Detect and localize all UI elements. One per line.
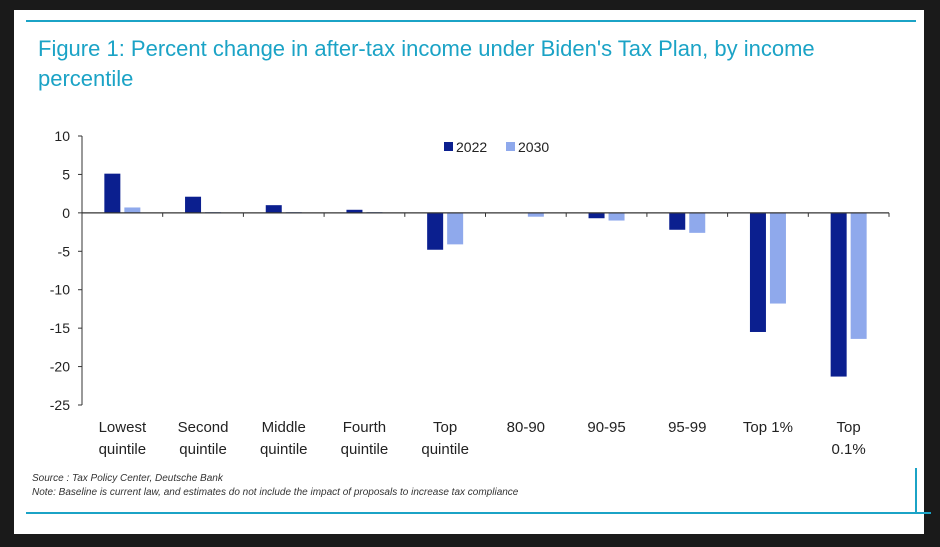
bottom-rule <box>26 512 931 514</box>
bar-2022 <box>669 212 686 230</box>
bar-2022 <box>104 173 121 213</box>
baseline-note: Note: Baseline is current law, and estim… <box>32 487 519 498</box>
top-rule <box>26 20 916 22</box>
bar-2030 <box>850 212 867 339</box>
bar-2030 <box>608 212 625 221</box>
source-note: Source : Tax Policy Center, Deutsche Ban… <box>32 473 223 484</box>
x-category-label: 80-90 <box>507 419 545 436</box>
bar-2030 <box>769 212 786 304</box>
bar-2022 <box>588 212 605 219</box>
bar-2022 <box>830 212 847 377</box>
x-category-label: Fourth <box>343 419 386 436</box>
x-category-label: Top <box>837 419 861 436</box>
x-category-label: quintile <box>421 441 469 458</box>
bar-2030 <box>447 212 464 245</box>
legend-swatch-2030 <box>506 142 515 151</box>
y-tick-label: 5 <box>62 166 70 182</box>
y-tick-label: -5 <box>58 243 71 259</box>
bar-2022 <box>265 205 282 213</box>
bar-2030 <box>527 212 544 217</box>
y-tick-label: -15 <box>50 320 70 336</box>
y-tick-label: -20 <box>50 359 70 375</box>
x-category-label: Second <box>178 419 229 436</box>
y-tick-label: -10 <box>50 282 70 298</box>
bar-2022 <box>749 212 766 332</box>
y-tick-label: 0 <box>62 205 70 221</box>
bar-2022 <box>427 212 444 250</box>
x-category-label: 0.1% <box>832 441 866 458</box>
legend-swatch-2022 <box>444 142 453 151</box>
x-category-label: quintile <box>99 441 147 458</box>
bar-2030 <box>689 212 706 233</box>
right-rule <box>915 468 917 514</box>
legend-label-2022: 2022 <box>456 139 487 155</box>
x-category-label: quintile <box>341 441 389 458</box>
x-category-label: 95-99 <box>668 419 706 436</box>
y-tick-label: 10 <box>54 128 70 144</box>
bar-2022 <box>346 209 363 213</box>
x-category-label: Lowest <box>99 419 147 436</box>
x-category-label: Middle <box>262 419 306 436</box>
bar-2030 <box>124 207 141 213</box>
bar-2022 <box>185 196 202 213</box>
footnotes: Source : Tax Policy Center, Deutsche Ban… <box>32 472 902 500</box>
x-category-label: Top 1% <box>743 419 793 436</box>
y-tick-label: -25 <box>50 397 70 413</box>
figure-frame: Figure 1: Percent change in after-tax in… <box>14 10 931 534</box>
x-category-label: quintile <box>260 441 308 458</box>
bar-chart: 10 5 0 -5 -10 -15 -20 -25 Lowest quintile Second qu… <box>50 128 890 458</box>
x-category-label: 90-95 <box>587 419 625 436</box>
legend-label-2030: 2030 <box>518 139 549 155</box>
chart-title: Figure 1: Percent change in after-tax in… <box>38 36 815 91</box>
x-category-label: Top <box>433 419 457 436</box>
x-category-label: quintile <box>179 441 227 458</box>
